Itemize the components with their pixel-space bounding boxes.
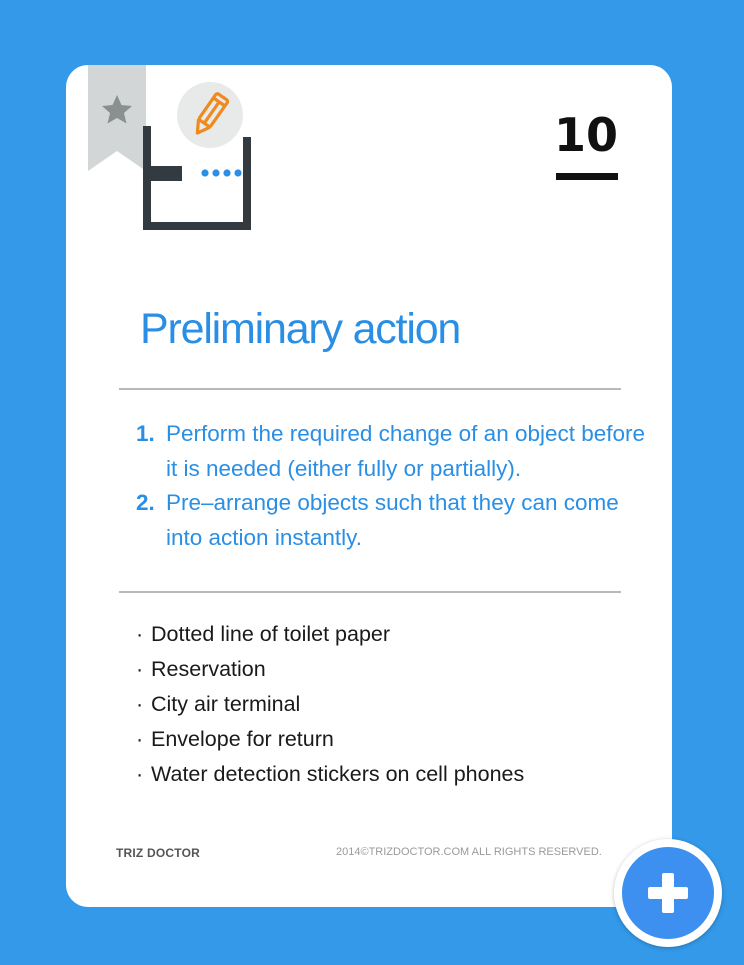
principle-number: 1. (136, 421, 155, 446)
example-bullet: · (136, 622, 144, 646)
add-button-circle[interactable] (622, 847, 714, 939)
card-title: Preliminary action (140, 305, 461, 353)
principle-card: 10 Preliminary action 1. Perform the req… (66, 65, 672, 907)
example-item: · Reservation (136, 652, 656, 687)
plus-icon (648, 873, 688, 913)
example-item: · Dotted line of toilet paper (136, 617, 656, 652)
example-item: · Water detection stickers on cell phone… (136, 757, 656, 792)
example-text: Water detection stickers on cell phones (151, 762, 525, 786)
principle-number: 2. (136, 490, 155, 515)
pencil-icon[interactable] (176, 81, 244, 149)
card-number-underline (556, 173, 618, 180)
example-bullet: · (136, 762, 144, 786)
principle-text: Perform the required change of an object… (166, 421, 646, 481)
divider-bottom (119, 591, 621, 593)
toilet-paper-dotted-line-icon (143, 126, 251, 230)
example-item: · Envelope for return (136, 722, 656, 757)
divider-top (119, 388, 621, 390)
example-bullet: · (136, 692, 144, 716)
add-button[interactable] (614, 839, 722, 947)
example-bullet: · (136, 727, 144, 751)
principle-item: 2. Pre–arrange objects such that they ca… (136, 486, 656, 555)
example-text: Dotted line of toilet paper (151, 622, 391, 646)
example-text: City air terminal (151, 692, 301, 716)
example-text: Envelope for return (151, 727, 334, 751)
star-bookmark-icon[interactable] (88, 65, 146, 171)
example-item: · City air terminal (136, 687, 656, 722)
example-text: Reservation (151, 657, 266, 681)
example-bullet: · (136, 657, 144, 681)
principle-item: 1. Perform the required change of an obj… (136, 417, 656, 486)
footer-copyright: 2014©TRIZDOCTOR.COM ALL RIGHTS RESERVED. (336, 846, 602, 858)
examples-list: · Dotted line of toilet paper · Reservat… (136, 617, 656, 792)
principle-text: Pre–arrange objects such that they can c… (166, 490, 619, 550)
footer-brand: TRIZ DOCTOR (116, 846, 200, 860)
principles-list: 1. Perform the required change of an obj… (136, 417, 656, 555)
card-number: 10 (554, 108, 619, 162)
